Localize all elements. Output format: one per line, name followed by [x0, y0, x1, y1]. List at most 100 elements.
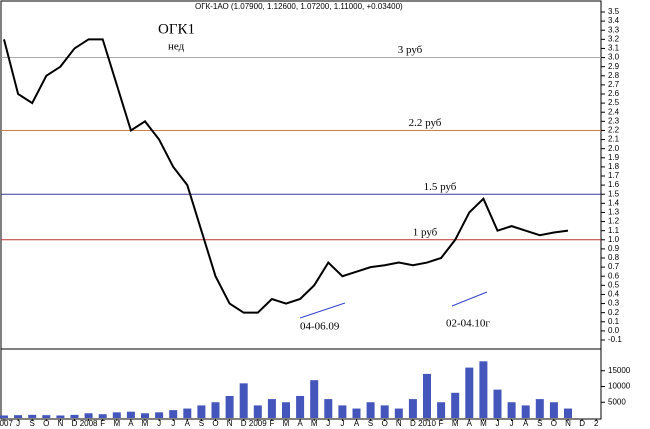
volume-bar [380, 405, 389, 418]
volume-bar [225, 395, 234, 418]
volume-bar [521, 405, 530, 418]
volume-bar [282, 402, 290, 418]
volume-bar [98, 414, 107, 418]
y-tick-label: 3.2 [608, 34, 620, 43]
x-tick-label: O [382, 419, 388, 428]
level-label: 1.5 руб [424, 181, 457, 193]
trend-line [451, 291, 488, 307]
volume-bar [183, 408, 192, 418]
y-tick-label: 1.9 [608, 153, 620, 162]
volume-bar [423, 373, 431, 418]
x-tick-label: J [157, 419, 161, 428]
x-tick-label: S [368, 419, 373, 428]
y-tick-label: 2.7 [608, 80, 620, 89]
price-line [3, 38, 569, 314]
y-tick-label: -0.1 [608, 335, 622, 344]
x-tick-label: J [340, 419, 344, 428]
y2-tick-label: 5000 [608, 397, 626, 406]
x-tick-label: O [43, 419, 49, 428]
volume-bar [197, 405, 206, 418]
volume-bar [507, 402, 516, 418]
volume-bar [56, 415, 65, 418]
x-tick-label: 2008 [80, 419, 98, 428]
y-tick-label: 0.7 [608, 262, 620, 271]
y-tick-label: 1.8 [608, 162, 620, 171]
x-tick-label: S [30, 419, 35, 428]
x-tick-label: A [354, 419, 360, 428]
volume-bar [211, 402, 220, 418]
y-tick-label: 0.6 [608, 271, 620, 280]
x-tick-label: M [311, 419, 318, 428]
x-tick-label: M [142, 419, 149, 428]
volume-bar [126, 411, 135, 418]
trend-line [299, 302, 346, 319]
volume-bar [112, 412, 121, 418]
x-tick-label: A [523, 419, 529, 428]
x-tick-label: O [212, 419, 218, 428]
x-tick-label: D [579, 419, 585, 428]
x-tick-label: F [439, 419, 444, 428]
y-tick-label: 1.3 [608, 208, 620, 217]
x-tick-label: F [269, 419, 274, 428]
annotation: 04-06.09 [300, 321, 340, 333]
y-tick-label: 2.1 [608, 135, 620, 144]
x-tick-label: M [480, 419, 487, 428]
header: ОГК-1АО (1.07900, 1.12600, 1.07200, 1.11… [195, 2, 403, 11]
volume-bar [549, 402, 558, 418]
level-label: 3 руб [398, 44, 423, 56]
volume-bar [84, 413, 93, 418]
x-tick-label: A [128, 419, 134, 428]
x-tick-label: J [496, 419, 500, 428]
x-tick-label: A [185, 419, 191, 428]
x-tick-label: F [100, 419, 105, 428]
volume-bar [535, 399, 544, 418]
x-tick-label: O [551, 419, 557, 428]
y-tick-label: 3.0 [608, 53, 620, 62]
y-tick-label: 0.1 [608, 317, 620, 326]
x-tick-label: A [467, 419, 473, 428]
y-tick-label: 0.2 [608, 308, 620, 317]
volume-bar [493, 389, 502, 418]
y-tick-label: 1.4 [608, 198, 620, 207]
y-tick-label: 3.4 [608, 16, 620, 25]
x-tick-label: N [227, 419, 233, 428]
y-tick-label: 2.0 [608, 144, 620, 153]
volume-bar [338, 405, 347, 418]
volume-bar [42, 415, 51, 418]
volume-bar [267, 399, 276, 418]
x-tick-label: 2009 [249, 419, 267, 428]
x-tick-label: M [283, 419, 290, 428]
level-label: 2.2 руб [409, 117, 442, 129]
volume-bar [296, 395, 305, 418]
y-tick-label: 0.3 [608, 299, 620, 308]
y-tick-label: 1.6 [608, 180, 620, 189]
y-tick-label: 1.0 [608, 235, 620, 244]
y-tick-label: 2.9 [608, 62, 620, 71]
y-tick-label: 1.2 [608, 217, 620, 226]
y-tick-label: 0.5 [608, 280, 620, 289]
volume-bar [310, 380, 319, 418]
volume-bar [14, 415, 23, 418]
volume-bar [324, 399, 333, 418]
y-tick-label: 1.1 [608, 226, 620, 235]
y-tick-label: 2.6 [608, 89, 620, 98]
x-tick-label: S [199, 419, 204, 428]
volume-bar [394, 408, 403, 418]
x-tick-label: 2 [594, 419, 599, 428]
y-tick-label: 0.0 [608, 326, 620, 335]
volume-bar [437, 402, 446, 418]
x-tick-label: J [171, 419, 175, 428]
x-tick-label: N [565, 419, 571, 428]
volume-bar [479, 361, 488, 418]
subtitle: нед [168, 41, 185, 53]
volume-bar [352, 408, 361, 418]
y2-tick-label: 10000 [608, 382, 631, 391]
y-tick-label: 3.1 [608, 44, 620, 53]
y-tick-label: 2.3 [608, 116, 620, 125]
volume-bar [465, 367, 474, 418]
x-tick-label: A [297, 419, 303, 428]
x-tick-label: J [16, 419, 20, 428]
x-tick-label: S [537, 419, 542, 428]
volume-bar [564, 408, 572, 418]
